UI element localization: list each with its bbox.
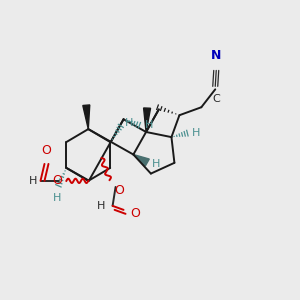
Text: O: O: [115, 184, 124, 197]
Text: O: O: [130, 207, 140, 220]
Text: N: N: [211, 50, 221, 62]
Text: H: H: [29, 176, 38, 186]
Text: H: H: [144, 120, 153, 130]
Text: H: H: [192, 128, 201, 138]
Text: C: C: [212, 94, 220, 104]
Text: H: H: [53, 193, 61, 203]
Polygon shape: [134, 154, 149, 166]
Polygon shape: [144, 108, 151, 132]
Text: O: O: [41, 144, 51, 157]
Text: H: H: [125, 118, 133, 128]
Polygon shape: [83, 105, 90, 129]
Text: O: O: [52, 174, 62, 188]
Text: H: H: [97, 201, 106, 211]
Text: H: H: [152, 160, 161, 170]
